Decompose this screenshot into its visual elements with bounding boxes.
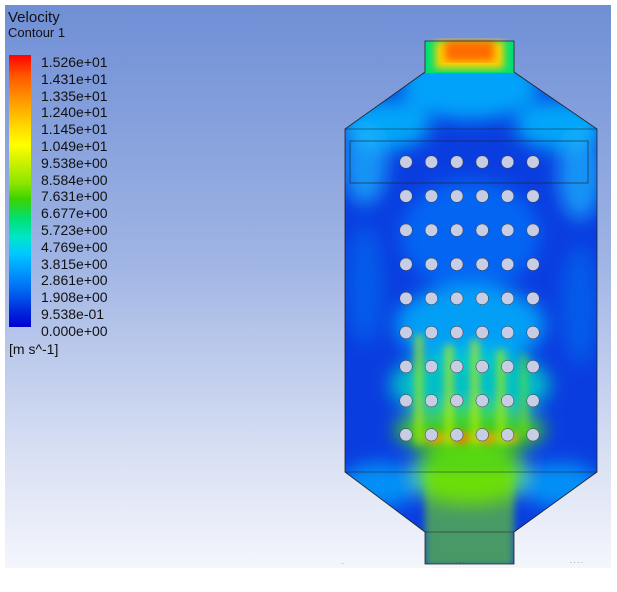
tube-circle bbox=[475, 428, 489, 442]
tube-circle bbox=[526, 360, 540, 374]
scale-tick: . bbox=[342, 560, 344, 566]
legend-label: 1.908e+00 bbox=[41, 289, 108, 306]
flow-field bbox=[345, 41, 597, 564]
legend-color-bar bbox=[9, 55, 31, 327]
tube-circle bbox=[475, 189, 489, 203]
legend-label: 4.769e+00 bbox=[41, 238, 108, 255]
tube-circle bbox=[526, 428, 540, 442]
tube-circle bbox=[526, 291, 540, 305]
tube-circle bbox=[399, 257, 413, 271]
tube-circle bbox=[526, 394, 540, 408]
tube-circle bbox=[501, 223, 515, 237]
inlet-duct bbox=[425, 41, 514, 73]
tube-circle bbox=[501, 428, 515, 442]
tube-bank bbox=[399, 155, 540, 442]
baffle-region bbox=[349, 140, 589, 184]
tube-circle bbox=[424, 189, 438, 203]
tube-circle bbox=[424, 325, 438, 340]
tube-circle bbox=[399, 360, 413, 374]
tube-circle bbox=[424, 360, 438, 374]
tube-circle bbox=[424, 257, 438, 271]
tube-circle bbox=[501, 189, 515, 203]
tube-circle bbox=[450, 394, 464, 408]
tube-circle bbox=[399, 428, 413, 442]
legend-unit: [m s^-1] bbox=[9, 341, 59, 357]
tube-circle bbox=[501, 394, 515, 408]
tube-circle bbox=[526, 257, 540, 271]
tube-circle bbox=[526, 223, 540, 237]
velocity-contour-plot bbox=[344, 40, 598, 565]
legend-label: 3.815e+00 bbox=[41, 255, 108, 272]
tube-circle bbox=[475, 325, 489, 340]
tube-circle bbox=[399, 325, 413, 340]
tube-circle bbox=[399, 223, 413, 237]
tube-circle bbox=[424, 428, 438, 442]
legend-label: 1.145e+01 bbox=[41, 121, 108, 138]
legend-label: 1.049e+01 bbox=[41, 138, 108, 154]
tube-circle bbox=[450, 223, 464, 237]
tube-circle bbox=[399, 189, 413, 203]
legend-label: 1.240e+01 bbox=[41, 104, 108, 121]
tube-circle bbox=[450, 428, 464, 442]
tube-circle bbox=[526, 189, 540, 203]
legend-label: 9.538e-01 bbox=[41, 306, 105, 322]
tube-circle bbox=[450, 325, 464, 340]
tube-circle bbox=[475, 257, 489, 271]
tube-circle bbox=[501, 360, 515, 374]
legend-label: 2.861e+00 bbox=[41, 272, 108, 289]
tube-circle bbox=[526, 155, 540, 169]
scale-tick: · · · · bbox=[570, 560, 583, 566]
tube-circle bbox=[450, 155, 464, 169]
tube-circle bbox=[450, 360, 464, 374]
tube-circle bbox=[424, 155, 438, 169]
tube-circle bbox=[424, 394, 438, 408]
tube-circle bbox=[501, 325, 515, 340]
tube-circle bbox=[475, 360, 489, 374]
tube-circle bbox=[399, 291, 413, 305]
tube-circle bbox=[399, 155, 413, 169]
tube-circle bbox=[475, 223, 489, 237]
tube-circle bbox=[501, 155, 515, 169]
scale-tick: · · · bbox=[455, 560, 465, 566]
tube-circle bbox=[424, 223, 438, 237]
tube-circle bbox=[475, 155, 489, 169]
tube-circle bbox=[450, 189, 464, 203]
tube-circle bbox=[475, 394, 489, 408]
legend-label: 0.000e+00 bbox=[41, 322, 108, 339]
tube-circle bbox=[501, 291, 515, 305]
legend-label: 1.335e+01 bbox=[41, 87, 108, 104]
legend-label: 1.526e+01 bbox=[41, 54, 108, 70]
tube-circle bbox=[399, 394, 413, 408]
legend-label: 5.723e+00 bbox=[41, 222, 108, 238]
legend-label: 1.431e+01 bbox=[41, 70, 108, 87]
tube-circle bbox=[475, 291, 489, 305]
tube-circle bbox=[450, 291, 464, 305]
render-viewport[interactable]: Velocity Contour 1 1.526e+01 1.431e+01 1.3… bbox=[5, 5, 611, 568]
tube-circle bbox=[526, 325, 540, 340]
legend-subtitle: Contour 1 bbox=[8, 25, 66, 40]
legend-label: 7.631e+00 bbox=[41, 188, 108, 205]
legend-label: 6.677e+00 bbox=[41, 205, 108, 222]
tube-circle bbox=[450, 257, 464, 271]
legend-label: 8.584e+00 bbox=[41, 171, 108, 188]
tube-circle bbox=[424, 291, 438, 305]
legend-title: Velocity bbox=[8, 9, 60, 26]
tube-circle bbox=[501, 257, 515, 271]
legend-label: 9.538e+00 bbox=[41, 154, 108, 171]
